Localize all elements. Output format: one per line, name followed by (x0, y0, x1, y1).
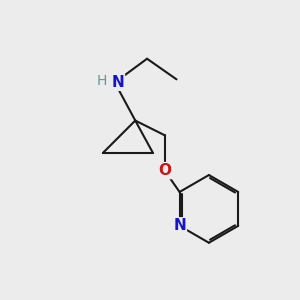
Text: N: N (173, 218, 186, 233)
Text: N: N (111, 75, 124, 90)
Text: H: H (96, 74, 106, 88)
Text: O: O (158, 163, 171, 178)
